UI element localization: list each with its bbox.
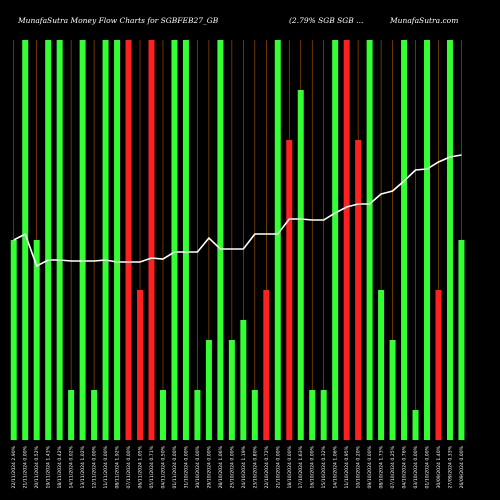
x-tick-label: 21/11/2024 0.00% <box>23 445 29 488</box>
bar-green <box>217 40 224 440</box>
x-tick-label: 04/11/2024 0.50% <box>160 445 166 488</box>
bar-green <box>251 390 258 440</box>
x-tick-label: 13/11/2024 1.02% <box>80 445 86 488</box>
bar-green <box>424 40 431 440</box>
bar-green <box>102 40 109 440</box>
x-tick-label: 16/10/2024 0.00% <box>310 445 316 488</box>
bar-red <box>148 40 155 440</box>
x-tick-label: 26/09/2024 0.00% <box>459 445 465 488</box>
bar-green <box>458 240 465 440</box>
x-tick-label: 28/10/2024 1.06% <box>218 445 224 488</box>
bar-green <box>378 290 385 440</box>
bar-red <box>355 140 362 440</box>
bar-green <box>91 390 98 440</box>
chart-subtitle: (2.79% SGB SGB ... <box>289 16 363 25</box>
x-tick-label: 24/10/2024 1.19% <box>241 445 247 488</box>
bar-green <box>182 40 189 440</box>
bar-green <box>194 390 201 440</box>
x-tick-label: 22/11/2024 2.90% <box>11 445 17 488</box>
bar-green <box>45 40 52 440</box>
x-tick-label: 01/11/2024 0.00% <box>172 445 178 488</box>
bar-red <box>286 140 293 440</box>
tick-layer: 22/11/2024 2.90% 21/11/2024 0.00% 20/11/20… <box>11 445 465 488</box>
bar-green <box>171 40 178 440</box>
x-tick-label: 19/11/2024 1.43% <box>46 445 52 488</box>
x-tick-label: 21/10/2024 0.00% <box>275 445 281 488</box>
x-tick-label: 29/10/2024 0.00% <box>206 445 212 488</box>
x-tick-label: 18/11/2024 0.42% <box>57 445 63 488</box>
bar-green <box>56 40 63 440</box>
bar-green <box>297 90 304 440</box>
x-tick-label: 01/10/2024 0.00% <box>425 445 431 488</box>
bar-green <box>22 40 29 440</box>
x-tick-label: 03/10/2024 0.00% <box>413 445 419 488</box>
x-tick-label: 08/10/2024 1.73% <box>379 445 385 488</box>
x-tick-label: 22/10/2024 0.72% <box>264 445 270 488</box>
bar-green <box>240 320 247 440</box>
bar-green <box>228 340 235 440</box>
bar-green <box>114 40 121 440</box>
x-tick-label: 17/10/2024 1.63% <box>298 445 304 488</box>
bar-green <box>366 40 373 440</box>
money-flow-line <box>13 154 462 268</box>
bar-layer <box>10 40 465 440</box>
bar-red <box>435 290 442 440</box>
bar-green <box>205 340 212 440</box>
x-tick-label: 15/10/2024 0.32% <box>321 445 327 488</box>
x-tick-label: 04/10/2024 0.76% <box>402 445 408 488</box>
bar-green <box>159 390 166 440</box>
x-tick-label: 30/10/2024 0.00% <box>195 445 201 488</box>
x-tick-label: 30/09/2024 1.40% <box>436 445 442 488</box>
x-tick-label: 25/10/2024 0.00% <box>229 445 235 488</box>
x-tick-label: 07/10/2024 0.25% <box>390 445 396 488</box>
x-tick-label: 12/11/2024 0.00% <box>92 445 98 488</box>
bar-red <box>263 290 270 440</box>
x-tick-label: 08/11/2024 1.92% <box>115 445 121 488</box>
x-tick-label: 23/10/2024 0.80% <box>252 445 258 488</box>
x-tick-label: 10/10/2024 0.20% <box>356 445 362 488</box>
bar-green <box>412 410 419 440</box>
x-tick-label: 18/10/2024 0.00% <box>287 445 293 488</box>
bar-red <box>137 290 144 440</box>
x-tick-label: 05/11/2024 0.71% <box>149 445 155 488</box>
bar-green <box>446 40 453 440</box>
watermark-text: MunafaSutra.com <box>389 16 458 25</box>
bar-green <box>33 240 40 440</box>
x-tick-label: 11/10/2024 0.95% <box>344 445 350 488</box>
chart-title: MunafaSutra Money Flow Charts for SGBFEB… <box>17 16 219 25</box>
bar-green <box>320 390 327 440</box>
bar-green <box>68 390 75 440</box>
x-tick-label: 11/11/2024 0.00% <box>103 445 109 488</box>
x-tick-label: 09/10/2024 0.00% <box>367 445 373 488</box>
x-tick-label: 07/11/2024 0.00% <box>126 445 132 488</box>
bar-green <box>274 40 281 440</box>
bar-red <box>125 40 132 440</box>
bar-green <box>332 40 339 440</box>
x-tick-label: 14/10/2024 1.06% <box>333 445 339 488</box>
bar-green <box>389 340 396 440</box>
x-tick-label: 27/09/2024 0.33% <box>447 445 453 488</box>
x-tick-label: 20/11/2024 0.52% <box>34 445 40 488</box>
bar-green <box>309 390 316 440</box>
x-tick-label: 06/11/2024 1.05% <box>138 445 144 488</box>
x-tick-label: 31/10/2024 0.00% <box>183 445 189 488</box>
x-tick-label: 14/11/2024 0.02% <box>69 445 75 488</box>
bar-red <box>343 40 350 440</box>
bar-green <box>79 40 86 440</box>
bar-green <box>401 40 408 440</box>
bar-green <box>10 240 17 440</box>
line-layer <box>13 154 462 268</box>
